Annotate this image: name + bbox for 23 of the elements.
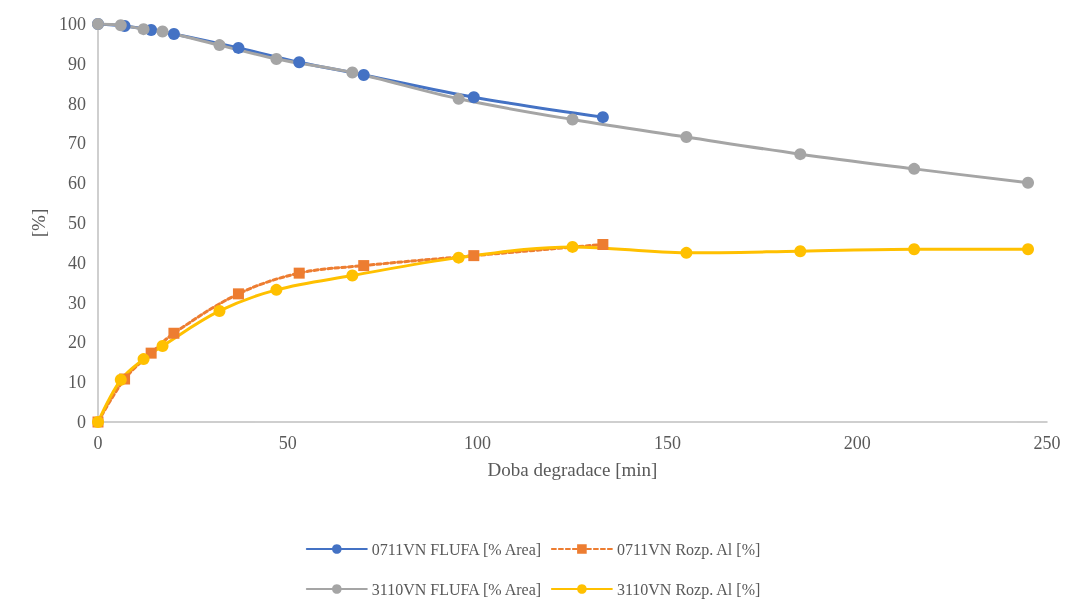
y-tick-label: 90 — [68, 53, 86, 74]
y-tick-label: 30 — [68, 292, 86, 313]
y-tick-label: 40 — [68, 252, 86, 273]
y-tick-label: 10 — [68, 372, 86, 393]
x-tick-label: 100 — [464, 433, 492, 453]
y-tick-label: 60 — [68, 173, 86, 194]
y-tick-label: 0 — [77, 412, 86, 432]
x-tick-label: 150 — [653, 433, 681, 453]
y-tick-label: 50 — [68, 213, 86, 233]
x-axis-title: Doba degradace [min] — [487, 459, 658, 480]
y-tick-label: 20 — [68, 332, 86, 353]
y-tick-label: 100 — [59, 14, 86, 34]
legend-label: 0711VN Rozp. Al [%] — [616, 540, 761, 559]
x-tick-label: 200 — [843, 433, 871, 453]
legend-label: 3110VN FLUFA [% Area] — [371, 580, 542, 598]
legend-label: 0711VN FLUFA [% Area] — [371, 540, 542, 558]
x-tick-label: 0 — [93, 433, 103, 453]
y-tick-label: 70 — [68, 133, 86, 154]
x-tick-label: 250 — [1033, 433, 1061, 453]
legend-label: 3110VN Rozp. Al [%] — [616, 580, 761, 599]
y-tick-label: 80 — [68, 93, 86, 114]
y-axis-title: [%] — [28, 208, 49, 238]
x-tick-label: 50 — [278, 433, 297, 453]
